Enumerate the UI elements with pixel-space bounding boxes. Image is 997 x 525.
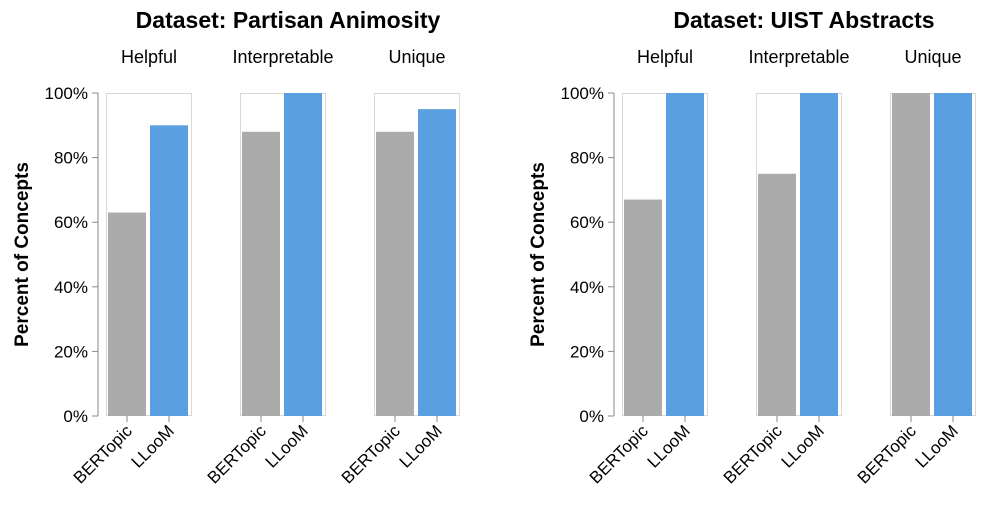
facet-label: Interpretable xyxy=(748,47,849,67)
chart-panel-1: Dataset: Partisan Animosity Percent of Co… xyxy=(12,7,460,487)
y-tick-label: 100% xyxy=(45,84,88,103)
x-tick-label: BERTopic xyxy=(70,421,136,487)
y-tick-label: 100% xyxy=(561,84,604,103)
y-tick-label: 60% xyxy=(54,213,88,232)
bar-bertopic xyxy=(242,131,280,416)
chart-title: Dataset: UIST Abstracts xyxy=(673,7,934,33)
bar-lloom xyxy=(800,93,838,416)
bar-bertopic xyxy=(758,173,796,416)
y-tick-label: 80% xyxy=(570,149,604,168)
x-tick-label: BERTopic xyxy=(586,421,652,487)
x-tick-label: BERTopic xyxy=(204,421,270,487)
x-tick-label: LLooM xyxy=(128,421,178,471)
facet-frame xyxy=(622,93,708,416)
facet-frame xyxy=(374,93,460,416)
facet-frame xyxy=(240,93,326,416)
x-tick-label: BERTopic xyxy=(338,421,404,487)
facet-frame xyxy=(890,93,976,416)
chart-panel-2: Dataset: UIST Abstracts Percent of Concep… xyxy=(528,7,976,487)
x-tick-label: LLooM xyxy=(912,421,962,471)
bar-lloom xyxy=(666,93,704,416)
bar-lloom xyxy=(418,109,456,417)
bar-bertopic xyxy=(376,131,414,416)
facet-frame xyxy=(106,93,192,416)
facet-frame xyxy=(756,93,842,416)
x-tick-label: LLooM xyxy=(262,421,312,471)
y-axis-title: Percent of Concepts xyxy=(12,162,33,347)
chart-title: Dataset: Partisan Animosity xyxy=(136,7,441,33)
y-tick-label: 0% xyxy=(579,407,604,426)
y-tick-label: 80% xyxy=(54,149,88,168)
y-tick-label: 20% xyxy=(54,342,88,361)
bar-lloom xyxy=(284,93,322,416)
x-tick-label: LLooM xyxy=(644,421,694,471)
x-tick-label: BERTopic xyxy=(854,421,920,487)
y-tick-label: 40% xyxy=(54,278,88,297)
y-tick-label: 60% xyxy=(570,213,604,232)
bar-bertopic xyxy=(892,93,930,416)
y-tick-label: 0% xyxy=(63,407,88,426)
bar-lloom xyxy=(934,93,972,416)
facet-label: Helpful xyxy=(121,47,177,67)
facet-label: Helpful xyxy=(637,47,693,67)
bar-bertopic xyxy=(624,199,662,416)
y-tick-label: 40% xyxy=(570,278,604,297)
x-tick-label: LLooM xyxy=(778,421,828,471)
y-tick-label: 20% xyxy=(570,342,604,361)
facet-label: Interpretable xyxy=(232,47,333,67)
x-tick-label: BERTopic xyxy=(720,421,786,487)
bar-lloom xyxy=(150,125,188,417)
bar-bertopic xyxy=(108,212,146,416)
x-tick-label: LLooM xyxy=(396,421,446,471)
facet-label: Unique xyxy=(388,47,445,67)
y-axis-title: Percent of Concepts xyxy=(528,162,549,347)
facet-label: Unique xyxy=(904,47,961,67)
